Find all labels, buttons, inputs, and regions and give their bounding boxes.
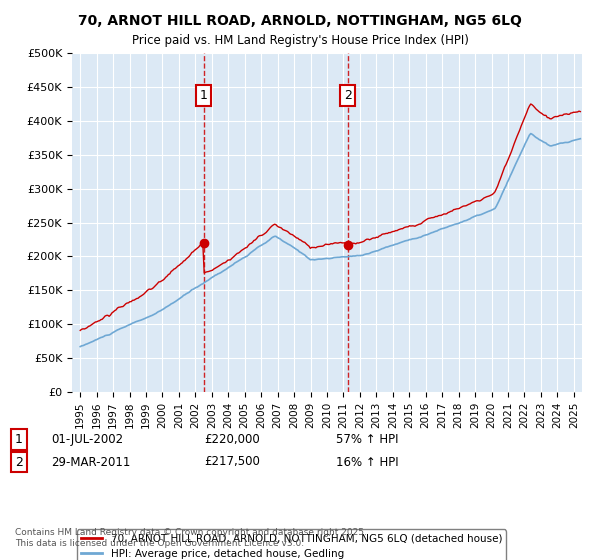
Text: 57% ↑ HPI: 57% ↑ HPI	[336, 433, 398, 446]
Text: 2: 2	[344, 89, 352, 102]
Text: 70, ARNOT HILL ROAD, ARNOLD, NOTTINGHAM, NG5 6LQ: 70, ARNOT HILL ROAD, ARNOLD, NOTTINGHAM,…	[78, 14, 522, 28]
Text: 01-JUL-2002: 01-JUL-2002	[51, 433, 123, 446]
Text: 1: 1	[200, 89, 208, 102]
Text: 1: 1	[15, 433, 23, 446]
Text: 16% ↑ HPI: 16% ↑ HPI	[336, 455, 398, 469]
Text: £217,500: £217,500	[204, 455, 260, 469]
Text: Contains HM Land Registry data © Crown copyright and database right 2025.
This d: Contains HM Land Registry data © Crown c…	[15, 528, 367, 548]
Text: 29-MAR-2011: 29-MAR-2011	[51, 455, 130, 469]
Text: £220,000: £220,000	[204, 433, 260, 446]
Text: 2: 2	[15, 455, 23, 469]
Legend: 70, ARNOT HILL ROAD, ARNOLD, NOTTINGHAM, NG5 6LQ (detached house), HPI: Average : 70, ARNOT HILL ROAD, ARNOLD, NOTTINGHAM,…	[77, 529, 506, 560]
Text: Price paid vs. HM Land Registry's House Price Index (HPI): Price paid vs. HM Land Registry's House …	[131, 34, 469, 46]
